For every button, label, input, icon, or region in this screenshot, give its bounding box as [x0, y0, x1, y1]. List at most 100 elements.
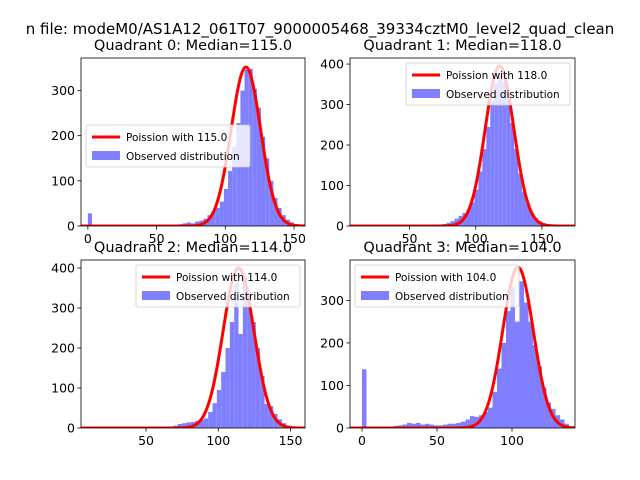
legend-patch-swatch	[142, 291, 170, 300]
plot-area	[350, 64, 575, 226]
y-tick-label: 100	[51, 381, 75, 396]
hist-bar	[260, 376, 265, 428]
legend-label-fit: Poission with 104.0	[395, 272, 496, 284]
y-tick-label: 300	[320, 97, 344, 112]
hist-bar	[234, 284, 239, 428]
hist-bar	[510, 287, 515, 428]
hist-bar	[420, 424, 425, 428]
poisson-fit-line	[350, 64, 575, 226]
hist-bar	[208, 412, 213, 428]
y-tick-label: 0	[67, 421, 75, 436]
y-tick-label: 100	[320, 178, 344, 193]
y-tick-label: 100	[320, 378, 344, 393]
hist-bar	[247, 296, 252, 428]
legend: Poission with 104.0 Observed distribution	[354, 264, 520, 308]
hist-bar	[528, 321, 533, 428]
hist-bar	[454, 218, 459, 226]
hist-bar	[87, 213, 92, 226]
hist-bar	[546, 402, 551, 428]
hist-bar	[211, 211, 216, 226]
hist-bar	[221, 372, 226, 428]
hist-bar	[502, 82, 507, 226]
subplot-0: 0 50 100 150 0 100 200 300 Quadrant 0: Median=11…	[51, 38, 306, 246]
legend-patch-swatch	[361, 291, 389, 300]
x-tick-label: 150	[279, 433, 303, 448]
y-tick-label: 0	[67, 219, 75, 234]
legend-label-observed: Observed distribution	[395, 291, 509, 303]
hist-bar	[447, 423, 452, 428]
hist-bar	[252, 88, 257, 226]
hist-bar	[470, 416, 475, 428]
hist-bar	[195, 221, 200, 226]
axes-frame	[349, 259, 576, 429]
legend-patch-swatch	[412, 89, 440, 98]
y-tick-label: 300	[51, 301, 75, 316]
hist-bar	[506, 99, 511, 226]
hist-bar	[402, 424, 407, 428]
hist-bar	[479, 415, 484, 428]
x-tick-label: 0	[84, 231, 92, 246]
poisson-fit-line	[81, 266, 305, 428]
hist-bar	[362, 369, 367, 428]
hist-bar	[465, 419, 470, 428]
hist-bar	[429, 424, 434, 428]
hist-bar	[478, 171, 483, 226]
legend-label-observed: Observed distribution	[176, 291, 290, 303]
hist-bar	[494, 83, 499, 226]
legend-label-observed: Observed distribution	[446, 89, 560, 101]
hist-bar	[524, 302, 529, 428]
axes-frame	[80, 259, 306, 429]
hist-bar	[482, 149, 487, 226]
axes-frame	[80, 57, 306, 227]
y-tick-label: 400	[51, 261, 75, 276]
legend-frame	[354, 264, 520, 308]
hist-bar	[411, 423, 416, 428]
legend-label-observed: Observed distribution	[126, 151, 240, 163]
hist-bar	[186, 222, 191, 226]
hist-bar	[443, 424, 448, 428]
x-tick-label: 50	[402, 231, 418, 246]
hist-bar	[488, 407, 493, 428]
hist-bar	[199, 420, 204, 428]
x-tick-label: 50	[149, 231, 165, 246]
hist-bar	[533, 217, 538, 226]
hist-bar	[228, 170, 233, 226]
hist-bar	[203, 418, 209, 428]
subplot-title: Quadrant 1: Median=118.0	[363, 38, 561, 54]
hist-bar	[236, 123, 241, 226]
plot-area	[81, 266, 305, 428]
hist-bar	[518, 173, 523, 226]
hist-bar	[452, 423, 457, 428]
hist-bar	[486, 126, 491, 226]
legend-frame	[405, 62, 571, 106]
hist-bar	[269, 180, 274, 226]
legend: Poission with 118.0 Observed distribution	[405, 62, 571, 106]
y-tick-label: 200	[51, 341, 75, 356]
y-tick-label: 200	[51, 128, 75, 143]
y-tick-label: 0	[336, 421, 344, 436]
hist-bar	[425, 423, 430, 428]
subplot-title: Quadrant 0: Median=115.0	[94, 38, 292, 54]
hist-bar	[537, 366, 542, 428]
hist-bar	[265, 158, 270, 226]
legend-patch-swatch	[92, 151, 120, 160]
legend-frame	[85, 124, 251, 168]
hist-bar	[515, 321, 520, 428]
hist-bar	[470, 202, 475, 226]
hist-bar	[519, 281, 524, 428]
hist-bar	[242, 276, 248, 428]
y-tick-label: 0	[336, 219, 344, 234]
hist-bar	[186, 422, 191, 428]
legend-label-fit: Poission with 115.0	[126, 132, 227, 144]
hist-bar	[456, 422, 461, 428]
y-tick-label: 200	[320, 138, 344, 153]
hist-bar	[255, 348, 261, 428]
hist-bar	[215, 207, 220, 226]
hist-bar	[506, 311, 511, 428]
x-tick-label: 50	[138, 433, 154, 448]
legend-label-fit: Poission with 118.0	[446, 70, 547, 82]
legend-frame	[135, 264, 301, 308]
axes-frame	[349, 57, 576, 227]
hist-bar	[232, 146, 237, 226]
